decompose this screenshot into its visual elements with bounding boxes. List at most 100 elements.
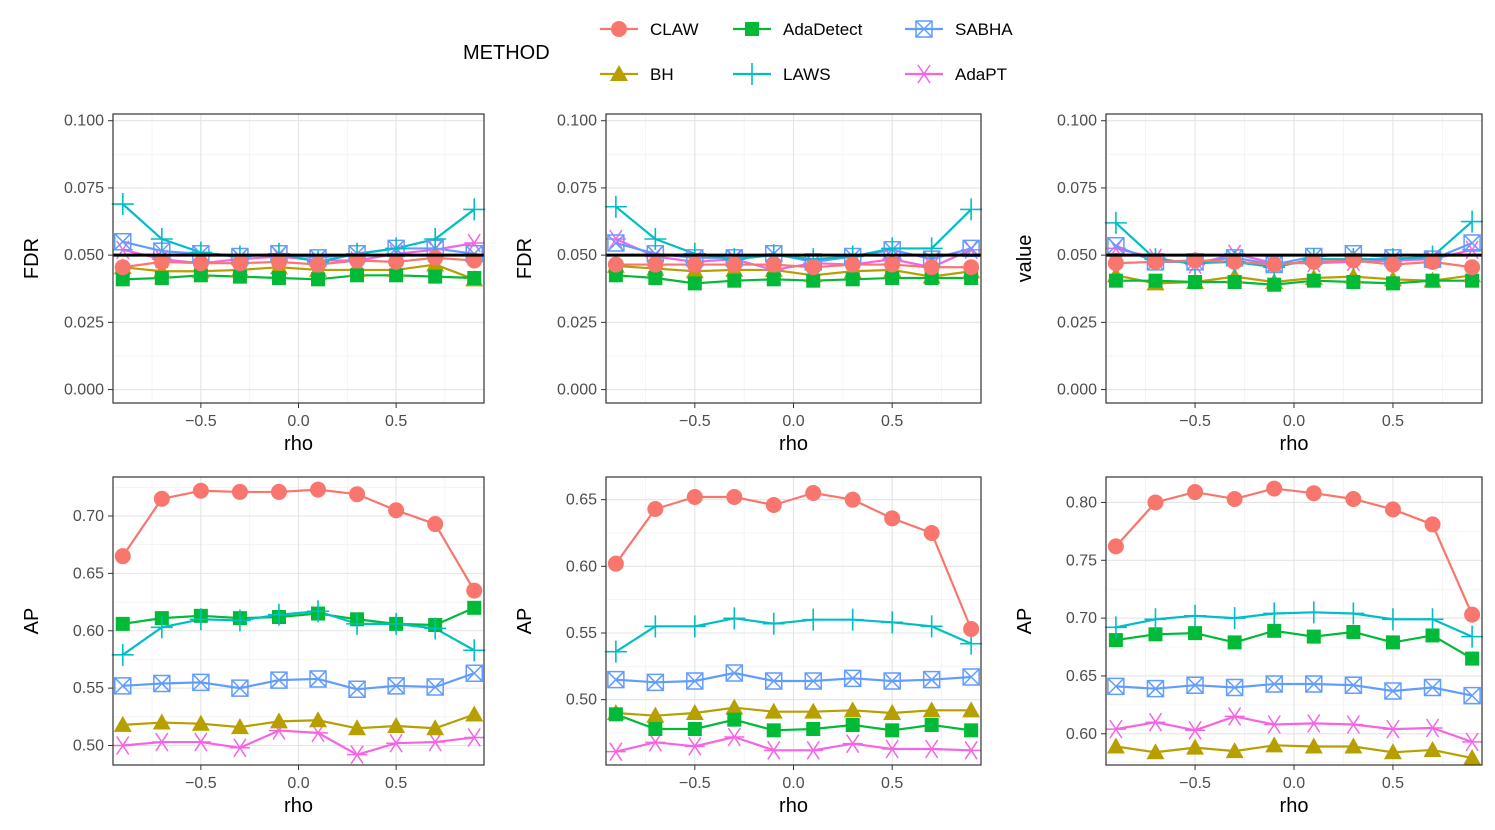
legend-label: CLAW [650, 20, 699, 39]
data-point-laws [1461, 210, 1484, 233]
data-point-adadetect [608, 268, 623, 283]
data-point-claw [607, 256, 624, 273]
data-point-sabha [1265, 675, 1283, 693]
data-point-laws [189, 608, 212, 631]
legend-item-laws: LAWS [733, 63, 831, 85]
legend-label: SABHA [955, 20, 1013, 39]
data-point-bh [387, 716, 406, 733]
data-point-adapt [1462, 732, 1483, 752]
legend-label: LAWS [783, 65, 831, 84]
data-point-sabha [1423, 678, 1442, 697]
data-point-claw [844, 491, 861, 508]
series-line-adadetect [122, 274, 475, 281]
series-line-claw [614, 491, 973, 630]
data-point-laws [346, 612, 369, 635]
y-tick-label: 0.075 [64, 180, 104, 197]
series-points-adadetect [1108, 273, 1480, 292]
data-point-bh [1265, 736, 1284, 753]
data-point-claw [805, 259, 822, 276]
data-point-claw [270, 253, 287, 270]
x-tick-label: 0.5 [385, 775, 407, 792]
y-tick-label: 0.50 [73, 737, 104, 754]
data-point-adadetect [1188, 626, 1203, 641]
data-point-claw [923, 525, 940, 541]
x-tick-label: 0.0 [782, 413, 804, 430]
legend-label: AdaDetect [783, 20, 863, 39]
data-point-adapt [842, 734, 863, 754]
data-point-sabha [607, 234, 625, 252]
data-point-bh [1146, 743, 1165, 760]
data-point-adapt [1105, 719, 1126, 739]
series-points-adadetect [608, 707, 979, 738]
x-tick-label: 0.0 [287, 775, 309, 792]
x-axis-title: rho [1280, 795, 1309, 817]
data-point-adadetect [271, 270, 286, 285]
data-point-claw [765, 497, 782, 513]
series-line-adadetect [615, 713, 972, 732]
data-point-adadetect [608, 707, 623, 722]
data-point-adapt [347, 745, 368, 765]
x-tick-label: 0.5 [1382, 775, 1404, 792]
data-point-claw [1464, 606, 1481, 623]
y-tick-label: 0.55 [73, 680, 104, 697]
x-tick-label: −0.5 [185, 413, 217, 430]
x-axis-title: rho [284, 795, 313, 817]
y-tick-label: 0.025 [557, 314, 597, 331]
data-point-sabha [465, 664, 483, 682]
data-point-adadetect [467, 270, 482, 285]
data-point-sabha [348, 680, 366, 699]
data-point-claw [466, 582, 483, 599]
data-point-claw [231, 255, 248, 272]
y-tick-label: 0.60 [73, 623, 104, 640]
data-point-adadetect [648, 270, 663, 285]
series-line-claw [1115, 487, 1474, 616]
panel-3: 0.000 0.025 0.050 0.075 0.100 −0.5 0.0 0.5 rho va… [1014, 113, 1484, 455]
data-point-claw [427, 249, 444, 266]
data-point-adadetect [806, 273, 821, 288]
series-points-laws [111, 600, 486, 666]
series-points-claw [114, 481, 483, 599]
data-point-adapt [425, 732, 446, 752]
data-point-adadetect [1227, 275, 1242, 290]
panel-4: 0.50 0.55 0.60 0.65 0.70 −0.5 0.0 0.5 rho AP [21, 476, 486, 817]
data-point-adapt [190, 732, 211, 752]
data-point-adapt [803, 740, 824, 760]
data-point-claw [1305, 485, 1322, 502]
data-point-adapt [605, 742, 626, 762]
y-tick-label: 0.80 [1066, 494, 1097, 511]
data-point-laws [1144, 608, 1167, 631]
data-point-sabha [883, 672, 901, 690]
data-point-adapt [229, 738, 250, 758]
data-point-adadetect [1425, 273, 1440, 288]
data-point-laws [463, 639, 486, 662]
data-point-adapt [1185, 720, 1206, 740]
data-point-claw [270, 483, 287, 500]
series-line-claw [1115, 259, 1473, 269]
data-point-claw [114, 548, 131, 565]
data-point-sabha [153, 674, 171, 693]
data-point-adadetect [766, 272, 781, 287]
data-point-laws [424, 228, 447, 251]
data-point-sabha [646, 673, 665, 692]
series-line-laws [615, 617, 972, 653]
series-line-laws [122, 203, 475, 263]
y-tick-label: 0.55 [566, 625, 597, 642]
legend-key-boxx-icon [915, 20, 933, 38]
data-point-adadetect [115, 272, 130, 287]
y-tick-label: 0.000 [64, 382, 104, 399]
x-axis-title: rho [1280, 433, 1309, 455]
data-point-sabha [1463, 686, 1481, 705]
y-tick-label: 0.65 [1066, 668, 1097, 685]
x-tick-label: 0.5 [881, 413, 903, 430]
y-tick-label: 0.050 [1057, 247, 1097, 264]
data-point-bh [1186, 738, 1205, 755]
series-line-sabha [1115, 682, 1473, 697]
series-line-sabha [615, 671, 972, 684]
data-point-laws [1104, 211, 1127, 234]
data-point-laws [267, 603, 290, 626]
x-axis-title: rho [779, 433, 808, 455]
data-point-bh [465, 705, 484, 722]
data-point-claw [686, 256, 703, 273]
x-tick-label: 0.5 [385, 413, 407, 430]
series-points-bh [1106, 736, 1482, 766]
